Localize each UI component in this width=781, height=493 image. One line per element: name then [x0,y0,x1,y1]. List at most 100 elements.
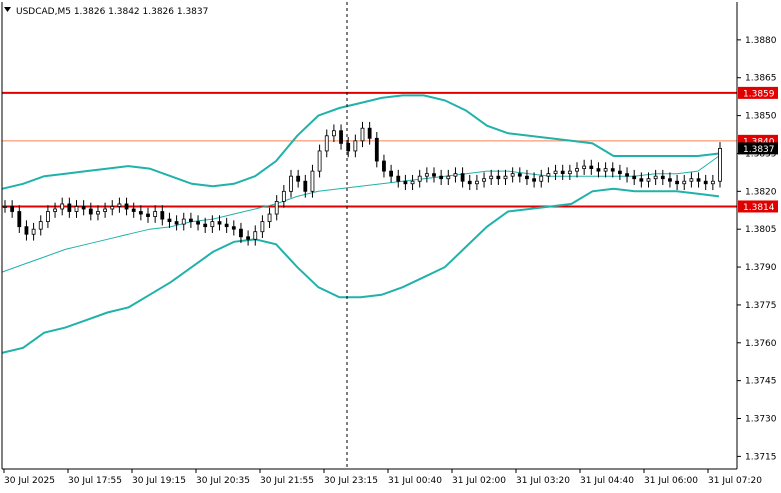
x-axis-ticks: 30 Jul 2025 30 Jul 17:55 30 Jul 19:15 30 Ju… [3,469,762,486]
candle-body [196,221,200,225]
candle-body [582,165,587,170]
x-tick-label: 31 Jul 06:00 [644,476,698,486]
level-price-tag-bg [738,200,778,213]
candle-body [274,201,279,215]
x-tick-label: 31 Jul 02:00 [452,476,506,486]
candle-body [331,130,336,137]
candle-body [467,180,472,185]
candle-body [10,206,15,212]
candle-body [131,208,136,212]
candle-body [253,231,258,240]
candle-body [589,165,594,170]
middle-band-line [1,155,720,273]
y-tick-label: 1.3790 [745,263,777,273]
candle-body [3,206,7,208]
triangle-down-icon[interactable] [4,7,11,12]
candle-body [675,180,679,185]
candle-body [138,211,143,215]
candle-body [339,130,343,144]
candle-body [317,150,322,172]
candle-body [153,211,158,217]
candle-body [96,211,100,215]
level-price-tag: 1.3859 [743,89,775,99]
candle-body [217,221,222,225]
candle-body [81,206,86,210]
candle-body [432,173,436,177]
lower-band-line [1,187,720,354]
y-tick-label: 1.3745 [745,377,777,387]
candle-body [374,137,379,162]
candle-body [546,173,551,177]
candle-body [367,127,372,139]
candle-body [539,175,544,182]
y-tick-label: 1.3760 [745,339,777,349]
y-tick-label: 1.3805 [745,225,777,235]
level-price-tag-bg [738,86,778,99]
candle-body [696,178,701,182]
candle-body [639,178,644,182]
candle-body [203,223,208,228]
candle-body [474,180,479,185]
candle-body [174,221,179,225]
candle-body [446,175,451,180]
axes [1,2,738,470]
candle-body [281,190,286,202]
candle-body [496,175,501,180]
candle-body [689,178,694,182]
y-tick-label: 1.3715 [745,452,777,462]
candle-body [31,228,36,235]
candle-body [117,203,122,207]
candle-body [489,175,494,180]
candles [3,121,722,246]
candle-body [417,175,422,182]
chart-title: USDCAD,M5 1.3826 1.3842 1.3826 1.3837 [16,7,208,17]
candle-body [482,178,486,182]
candle-body [303,180,308,192]
candle-body [403,180,408,185]
level-price-tag: 1.3814 [743,203,775,213]
candle-body [324,135,329,152]
candle-body [181,218,186,225]
candle-body [682,180,687,185]
candle-body [632,175,637,180]
candle-body [246,236,251,240]
candle-body [575,168,579,172]
level-price-tag: 1.3840 [743,137,775,147]
candle-body [646,178,651,182]
candle-body [167,218,172,223]
candle-body [703,180,708,185]
x-tick-label: 30 Jul 21:55 [260,476,314,486]
candle-body [668,178,672,182]
candle-body [210,221,215,228]
y-tick-label: 1.3865 [745,74,777,84]
candle-body [503,175,508,180]
candle-body [453,173,458,177]
candle-body [396,175,401,182]
x-tick-label: 30 Jul 17:55 [68,476,122,486]
x-tick-label: 30 Jul 23:15 [324,476,378,486]
chart-header: USDCAD,M5 1.3826 1.3842 1.3826 1.3837 [4,7,208,17]
candle-body [525,175,529,180]
y-tick-label: 1.3820 [745,187,777,197]
x-tick-label: 31 Jul 03:20 [516,476,570,486]
candle-body [24,226,29,235]
current-price-tag-bg [738,142,778,155]
candle-body [74,206,79,212]
candle-body [532,178,536,182]
candle-body [610,168,615,172]
candle-body [596,168,601,172]
candle-body [424,173,429,177]
candle-body [231,226,236,230]
x-tick-label: 30 Jul 19:15 [132,476,186,486]
candle-body [260,221,265,233]
candle-body [389,170,394,177]
candle-body [146,213,150,217]
y-tick-label: 1.3880 [745,36,777,46]
candle-body [510,173,515,177]
candle-body [517,173,522,177]
y-tick-label: 1.3835 [745,149,777,159]
candle-body [718,148,722,182]
candle-body [296,175,301,182]
